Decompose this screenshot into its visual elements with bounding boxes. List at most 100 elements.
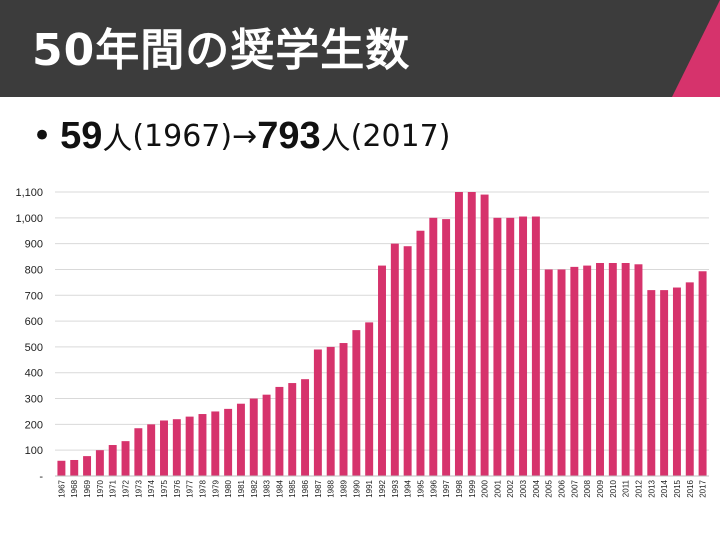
x-tick-label: 2014 — [660, 479, 669, 497]
bar — [147, 424, 156, 476]
x-tick-label: 1977 — [186, 479, 195, 497]
y-tick-label: 1,100 — [15, 187, 43, 199]
x-tick-label: 2013 — [647, 479, 656, 497]
x-tick-label: 1995 — [416, 479, 425, 497]
x-tick-label: 1967 — [57, 479, 66, 497]
bar — [224, 408, 233, 476]
x-tick-label: 1970 — [96, 479, 105, 497]
x-tick-label: 1984 — [275, 479, 284, 497]
y-tick-label: 500 — [25, 342, 43, 354]
x-tick-label: 2010 — [609, 479, 618, 497]
start-unit: 人 — [102, 122, 133, 157]
bar — [660, 290, 669, 476]
scholarship-bar-chart: - 100 200 300 400 500 600 700 800 900 1,000 1,100 19… — [15, 187, 709, 498]
summary-bullet: • 59 人 (1967) → 793 人 (2017) — [32, 110, 450, 162]
x-tick-label: 1969 — [83, 479, 92, 497]
y-tick-label: 600 — [25, 316, 43, 328]
title-bar: 50年間の奨学生数 — [0, 0, 720, 97]
x-tick-label: 2002 — [506, 479, 515, 497]
slide-title: 50年間の奨学生数 — [32, 25, 411, 76]
x-tick-label: 1987 — [314, 479, 323, 497]
bar — [172, 419, 181, 476]
bar — [236, 403, 245, 476]
bar — [57, 460, 66, 476]
bar — [698, 271, 707, 476]
x-tick-label: 1982 — [250, 479, 259, 497]
x-tick-label: 1983 — [263, 479, 272, 497]
y-tick-label: 100 — [25, 445, 43, 457]
x-tick-label: 1985 — [288, 479, 297, 497]
bullet-dot-icon: • — [32, 116, 53, 156]
x-tick-label: 2004 — [532, 479, 541, 497]
y-tick-label: 800 — [25, 264, 43, 276]
x-tick-label: 2001 — [493, 479, 502, 497]
bar — [160, 420, 168, 476]
end-count: 793 — [257, 114, 321, 157]
bar — [557, 269, 566, 476]
bar — [480, 194, 489, 476]
x-tick-label: 1989 — [340, 479, 349, 497]
bar — [506, 217, 515, 476]
x-tick-label: 1975 — [160, 479, 169, 497]
bar — [467, 192, 476, 476]
start-count: 59 — [60, 114, 103, 157]
bar — [365, 322, 374, 476]
bar — [301, 379, 310, 476]
x-tick-label: 1993 — [391, 479, 400, 497]
x-tick-label: 1978 — [198, 479, 207, 497]
bar — [339, 343, 348, 476]
bar — [249, 398, 258, 476]
bar — [403, 246, 412, 476]
bar — [262, 394, 271, 476]
x-tick-label: 1992 — [378, 479, 387, 497]
x-tick-label: 1974 — [147, 479, 156, 497]
bar — [416, 230, 425, 476]
bar — [519, 216, 528, 476]
bar — [108, 445, 117, 476]
bar — [378, 265, 386, 476]
x-tick-label: 1991 — [365, 479, 374, 497]
x-tick-label: 1979 — [211, 479, 220, 497]
bar — [198, 414, 207, 476]
bar — [70, 459, 79, 476]
x-tick-label: 2003 — [519, 479, 528, 497]
start-year: (1967) — [132, 118, 233, 154]
bar — [390, 243, 399, 476]
x-tick-label: 1981 — [237, 479, 246, 497]
x-tick-label: 1990 — [352, 479, 361, 497]
x-tick-label: 1986 — [301, 479, 310, 497]
bar — [634, 264, 643, 476]
x-tick-label: 1973 — [134, 479, 143, 497]
bar — [121, 441, 130, 476]
x-tick-label: 2011 — [622, 479, 631, 497]
bar — [326, 346, 335, 476]
x-tick-label: 1972 — [122, 479, 131, 497]
bar — [134, 428, 143, 476]
x-tick-label: 1999 — [468, 479, 477, 497]
x-tick-label: 2006 — [558, 479, 567, 497]
bar — [211, 411, 220, 476]
bar — [313, 349, 322, 476]
x-tick-label: 1971 — [109, 479, 118, 497]
x-tick-label: 2008 — [583, 479, 592, 497]
bar — [596, 263, 604, 476]
x-tick-label: 2005 — [545, 479, 554, 497]
y-tick-label: 700 — [25, 290, 43, 302]
bar — [621, 263, 630, 476]
x-tick-label: 1996 — [429, 479, 438, 497]
bar — [544, 269, 553, 476]
arrow-icon: → — [232, 118, 258, 154]
bar — [608, 263, 617, 476]
bar — [454, 192, 463, 476]
y-tick-label: 300 — [25, 394, 43, 406]
x-tick-label: 2000 — [481, 479, 490, 497]
x-tick-label: 2016 — [686, 479, 695, 497]
bar — [288, 383, 297, 476]
x-tick-label: 1980 — [224, 479, 233, 497]
y-tick-label: 200 — [25, 419, 43, 431]
bar — [352, 330, 361, 476]
bar — [570, 266, 579, 476]
x-tick-label: 2017 — [699, 479, 708, 497]
bar — [531, 216, 540, 476]
bar — [647, 290, 656, 476]
